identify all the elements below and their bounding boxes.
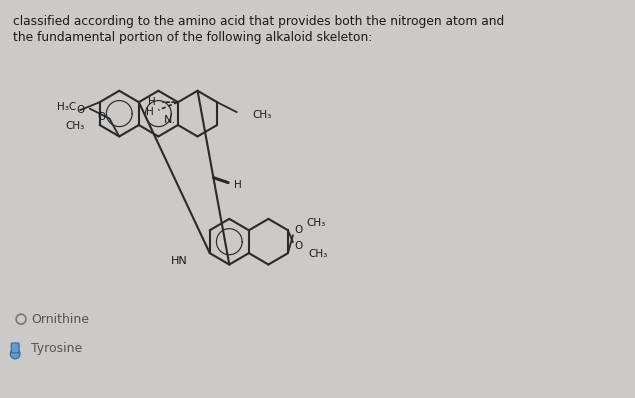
Text: classified according to the amino acid that provides both the nitrogen atom and: classified according to the amino acid t… bbox=[13, 15, 504, 28]
Text: HN: HN bbox=[171, 256, 188, 266]
Text: H: H bbox=[145, 107, 154, 117]
Text: CH₃: CH₃ bbox=[253, 110, 272, 120]
Text: O: O bbox=[97, 111, 105, 121]
Text: H: H bbox=[147, 97, 156, 107]
Text: H: H bbox=[234, 179, 242, 189]
Circle shape bbox=[10, 349, 20, 359]
Text: H₃C: H₃C bbox=[57, 101, 76, 112]
Text: CH₃: CH₃ bbox=[65, 121, 84, 131]
Text: O: O bbox=[295, 225, 303, 235]
Text: the fundamental portion of the following alkaloid skeleton:: the fundamental portion of the following… bbox=[13, 31, 372, 44]
FancyBboxPatch shape bbox=[11, 343, 19, 353]
Text: Tyrosine: Tyrosine bbox=[31, 342, 82, 355]
Text: CH₃: CH₃ bbox=[307, 219, 326, 228]
Text: O: O bbox=[295, 241, 303, 251]
Text: N.: N. bbox=[164, 115, 176, 125]
Text: O: O bbox=[76, 105, 84, 115]
Text: CH₃: CH₃ bbox=[309, 249, 328, 259]
Text: Ornithine: Ornithine bbox=[31, 313, 89, 326]
